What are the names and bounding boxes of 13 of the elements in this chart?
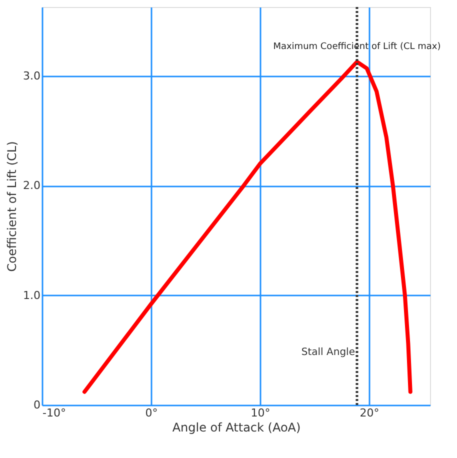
annotation: Maximum Coefficient of Lift (CL max) xyxy=(273,42,441,52)
y-axis-title: Coefficient of Lift (CL) xyxy=(5,141,20,272)
x-axis-title: Angle of Attack (AoA) xyxy=(172,420,301,434)
x-tick-label: 0° xyxy=(145,406,158,420)
y-tick-label: 2.0 xyxy=(23,179,40,192)
y-tick-label: 0 xyxy=(34,398,40,412)
line-series xyxy=(82,60,412,394)
y-tick-label: 3.0 xyxy=(23,70,40,83)
y-tick-label: 1.0 xyxy=(23,288,40,302)
ref-line-label: Stall Angle xyxy=(301,347,355,358)
x-tick-label: 10° xyxy=(250,406,270,420)
x-tick-label: 20° xyxy=(360,406,380,420)
x-tick-label: -10° xyxy=(42,406,66,420)
